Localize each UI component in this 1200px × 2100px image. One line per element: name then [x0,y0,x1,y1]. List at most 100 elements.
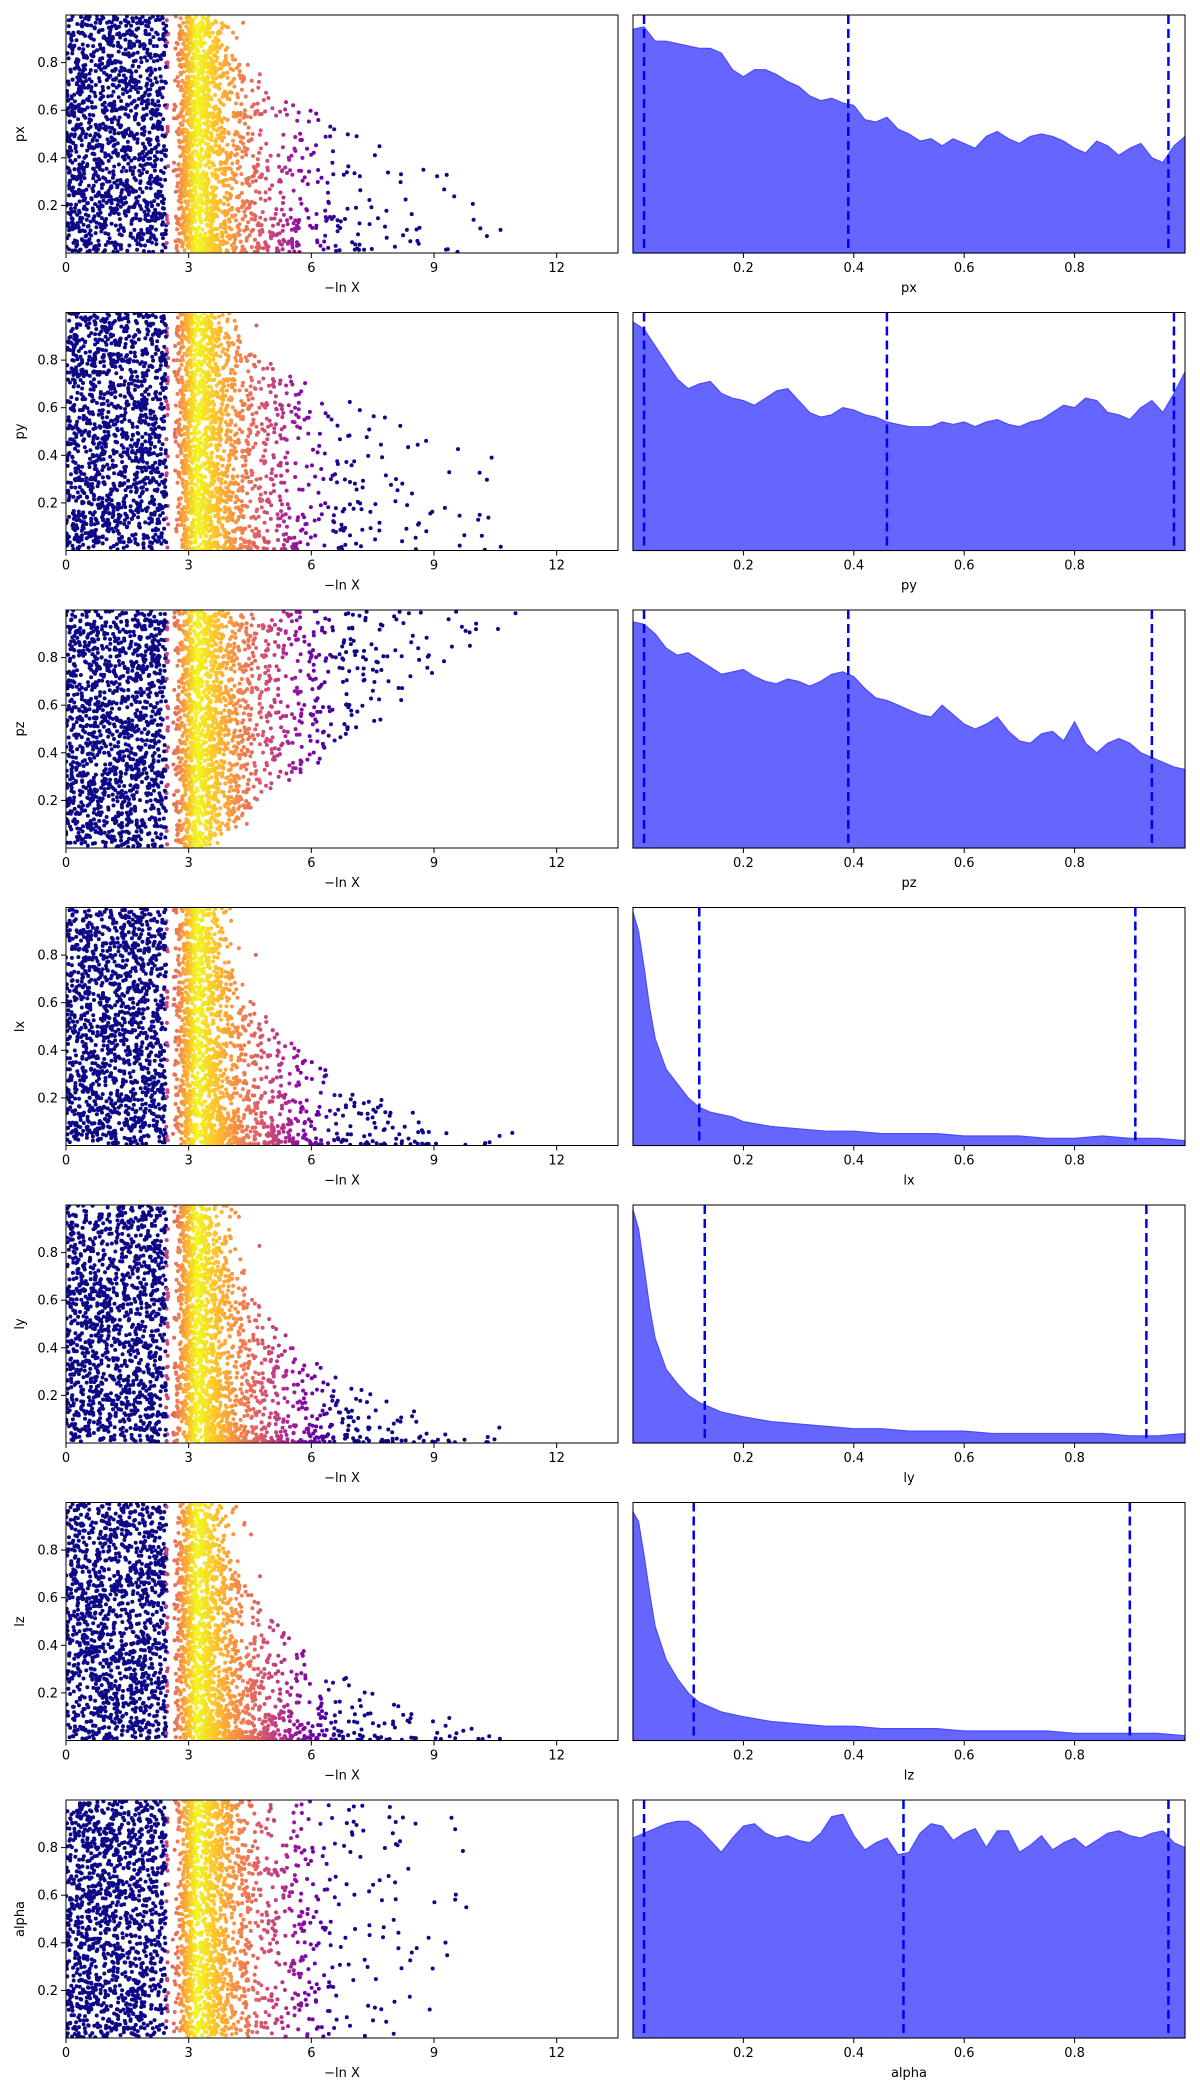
scatter-point [197,122,202,127]
scatter-point [285,171,289,175]
scatter-point [357,242,362,247]
scatter-point [199,76,204,81]
scatter-point [308,535,313,540]
scatter-point [274,440,279,445]
scatter-point [250,88,255,93]
scatter-point [194,53,199,58]
scatter-point [222,195,227,200]
scatter-point [139,60,144,65]
scatter-point [251,227,256,232]
scatter-point [93,20,98,25]
scatter-point [238,543,243,547]
scatter-point [186,80,191,84]
scatter-point [227,90,232,95]
scatter-point [199,138,204,143]
scatter-point [237,69,242,74]
scatter-point [210,249,215,253]
x-axis-label: −ln X [324,281,360,296]
scatter-point [201,49,206,53]
scatter-point [161,21,166,26]
scatter-point [142,113,146,118]
scatter-point [227,82,232,87]
scatter-point [178,193,183,198]
scatter-points [66,15,503,253]
scatter-point [150,15,155,19]
scatter-point [214,114,218,119]
scatter-point [284,391,289,396]
scatter-point [280,407,284,412]
scatter-point [206,239,211,244]
scatter-point [97,207,102,212]
scatter-point [205,102,210,107]
scatter-point [219,43,224,48]
scatter-point [100,204,105,209]
scatter-point [489,455,494,460]
scatter-point [213,167,218,172]
scatter-point [70,174,75,178]
scatter-panel-py: 0 3 6 9 12−ln X0.20.40.60.8py [13,312,619,594]
scatter-point [106,239,110,244]
scatter-point [183,89,187,94]
scatter-point [199,63,204,67]
scatter-point [215,121,219,126]
scatter-point [323,501,328,506]
scatter-point [247,524,252,529]
scatter-point [90,138,95,143]
scatter-point [378,442,383,447]
scatter-point [232,241,237,246]
scatter-point [138,173,143,178]
scatter-point [93,364,97,369]
scatter-point [164,18,169,23]
scatter-points [66,312,503,551]
scatter-point [66,138,70,143]
scatter-point [225,45,230,50]
scatter-point [68,472,73,477]
scatter-point [296,110,301,115]
scatter-point [123,47,128,52]
scatter-point [219,21,224,26]
scatter-point [138,186,143,191]
scatter-point [178,112,183,117]
scatter-point [151,249,156,253]
scatter-point [205,118,210,123]
scatter-point [202,33,207,38]
scatter-point [179,84,184,89]
scatter-point [124,179,129,184]
scatter-point [100,85,105,89]
scatter-point [296,243,301,248]
scatter-point [259,386,263,391]
scatter-point [183,56,188,61]
scatter-point [249,137,254,142]
scatter-point [133,238,138,243]
scatter-point [274,113,279,118]
scatter-point [96,132,101,137]
scatter-point [232,318,237,323]
scatter-point [130,169,135,174]
scatter-point [134,473,139,477]
scatter-point [192,161,197,166]
scatter-point [158,86,163,91]
scatter-point [122,475,127,479]
scatter-point [112,180,117,185]
scatter-point [100,515,104,520]
scatter-point [175,227,180,232]
scatter-point [92,25,97,30]
scatter-point [202,121,206,126]
scatter-point [194,91,199,96]
scatter-point [213,361,218,366]
x-tick-label: 0.2 [733,261,754,276]
scatter-point [415,442,420,447]
scatter-point [177,144,182,149]
scatter-point [129,437,134,442]
scatter-point [244,199,249,204]
scatter-point [196,175,201,180]
scatter-point [217,167,222,172]
scatter-point [250,174,255,179]
scatter-point [89,100,94,105]
scatter-point [281,201,285,205]
scatter-point [126,161,131,166]
scatter-point [272,216,277,221]
scatter-point [245,114,249,119]
scatter-point [272,547,276,551]
scatter-point [276,538,281,542]
